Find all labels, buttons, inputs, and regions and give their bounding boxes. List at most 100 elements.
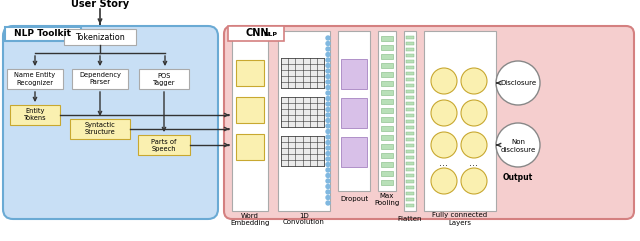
Bar xyxy=(381,54,393,59)
Text: Flatten: Flatten xyxy=(397,216,422,222)
Bar xyxy=(406,72,414,75)
Circle shape xyxy=(431,68,457,94)
Bar xyxy=(381,90,393,95)
Bar xyxy=(406,35,414,39)
Circle shape xyxy=(326,58,330,62)
Bar xyxy=(406,66,414,69)
Bar xyxy=(281,97,324,127)
Circle shape xyxy=(326,74,330,79)
Circle shape xyxy=(326,201,330,205)
Text: NLP: NLP xyxy=(263,33,277,38)
Text: Dropout: Dropout xyxy=(340,196,368,202)
Bar xyxy=(378,31,396,191)
Bar xyxy=(406,132,414,135)
Bar xyxy=(72,69,128,89)
Bar xyxy=(5,27,81,41)
Bar xyxy=(341,137,367,167)
Circle shape xyxy=(496,61,540,105)
Circle shape xyxy=(326,152,330,155)
Bar xyxy=(381,108,393,113)
Circle shape xyxy=(326,195,330,200)
Bar xyxy=(381,72,393,77)
Circle shape xyxy=(326,80,330,84)
Bar xyxy=(381,144,393,149)
Text: Word
Embedding: Word Embedding xyxy=(230,213,269,226)
Bar xyxy=(228,26,284,41)
Circle shape xyxy=(326,141,330,145)
Bar xyxy=(404,31,416,211)
Bar xyxy=(406,41,414,45)
Circle shape xyxy=(326,102,330,106)
Circle shape xyxy=(326,135,330,139)
Bar xyxy=(406,107,414,111)
Circle shape xyxy=(461,100,487,126)
Bar xyxy=(406,120,414,123)
Bar xyxy=(341,98,367,128)
Text: Max
Pooling: Max Pooling xyxy=(374,193,399,206)
Text: ...: ... xyxy=(440,158,449,168)
Circle shape xyxy=(431,132,457,158)
Bar xyxy=(406,89,414,93)
FancyBboxPatch shape xyxy=(224,26,634,219)
Bar xyxy=(406,180,414,183)
Bar xyxy=(406,60,414,63)
Circle shape xyxy=(326,113,330,117)
Bar xyxy=(406,138,414,141)
Circle shape xyxy=(431,100,457,126)
Bar xyxy=(381,180,393,185)
Bar xyxy=(70,119,130,139)
Circle shape xyxy=(326,96,330,100)
Text: ...: ... xyxy=(470,158,479,168)
Circle shape xyxy=(326,47,330,51)
Circle shape xyxy=(326,91,330,95)
Bar xyxy=(406,161,414,165)
Text: Parts of
Speech: Parts of Speech xyxy=(151,139,177,152)
Bar xyxy=(64,29,136,45)
Bar xyxy=(406,54,414,57)
Bar xyxy=(406,192,414,195)
Circle shape xyxy=(326,162,330,167)
Text: POS
Tagger: POS Tagger xyxy=(153,73,175,86)
Circle shape xyxy=(326,86,330,89)
Bar xyxy=(424,31,496,211)
Circle shape xyxy=(431,168,457,194)
Circle shape xyxy=(461,168,487,194)
Bar xyxy=(406,203,414,207)
Bar xyxy=(381,135,393,140)
Bar xyxy=(406,149,414,153)
Bar xyxy=(406,198,414,201)
Bar xyxy=(381,162,393,167)
Text: Fully connected
Layers: Fully connected Layers xyxy=(433,213,488,226)
Bar xyxy=(139,69,189,89)
Bar xyxy=(278,31,330,211)
Text: Entity
Tokens: Entity Tokens xyxy=(24,108,46,121)
Circle shape xyxy=(326,41,330,46)
Bar xyxy=(381,36,393,41)
Bar xyxy=(236,97,264,123)
Bar xyxy=(10,105,60,125)
Circle shape xyxy=(326,53,330,56)
Circle shape xyxy=(461,68,487,94)
Text: NLP Toolkit: NLP Toolkit xyxy=(15,29,72,39)
Bar xyxy=(341,59,367,89)
Bar xyxy=(406,83,414,87)
Circle shape xyxy=(326,179,330,183)
Circle shape xyxy=(326,129,330,134)
Bar xyxy=(406,95,414,99)
Text: Tokenization: Tokenization xyxy=(75,33,125,41)
Bar xyxy=(138,135,190,155)
Text: User Story: User Story xyxy=(71,0,129,9)
Circle shape xyxy=(326,63,330,67)
Text: CNN: CNN xyxy=(245,28,269,39)
Text: Dependency
Parser: Dependency Parser xyxy=(79,73,121,86)
Circle shape xyxy=(326,174,330,178)
Text: Non
disclosure: Non disclosure xyxy=(500,140,536,153)
Text: Name Entity
Recognizer: Name Entity Recognizer xyxy=(15,73,56,86)
Bar xyxy=(381,45,393,50)
Bar xyxy=(281,136,324,166)
Text: Output: Output xyxy=(503,173,533,181)
Bar xyxy=(406,167,414,171)
Bar xyxy=(381,126,393,131)
Text: 1D
Convolution: 1D Convolution xyxy=(283,213,325,226)
Circle shape xyxy=(326,157,330,161)
